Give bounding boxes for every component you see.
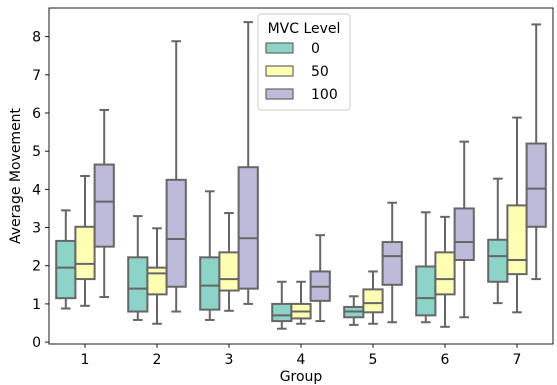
box-group-3-mvc-50 <box>218 212 240 312</box>
box <box>506 204 528 276</box>
y-tick-label: 4 <box>32 182 41 198</box>
legend-label-0: 0 <box>311 41 320 57</box>
legend-label-50: 50 <box>311 64 329 80</box>
box <box>218 251 240 292</box>
box <box>127 256 149 313</box>
legend-label-100: 100 <box>311 87 338 103</box>
legend-swatch-100 <box>265 88 294 100</box>
box <box>55 239 77 300</box>
x-tick-label: 6 <box>441 352 450 368</box>
box-group-4-mvc-0 <box>271 280 293 330</box>
legend-swatch-0 <box>265 42 294 54</box>
box-group-2-mvc-50 <box>146 227 168 325</box>
y-tick-label: 8 <box>32 30 41 46</box>
box-group-1-mvc-50 <box>74 175 96 307</box>
box <box>362 288 384 314</box>
y-axis: 0 1 2 3 4 5 6 7 8 <box>32 30 49 351</box>
x-tick-label: 7 <box>513 352 522 368</box>
box-group-2-mvc-100 <box>165 40 187 313</box>
y-tick-label: 0 <box>32 335 41 351</box>
box <box>199 256 221 311</box>
box <box>453 207 475 261</box>
x-tick-label: 2 <box>153 352 162 368</box>
box-group-4-mvc-100 <box>309 234 331 323</box>
y-tick-label: 5 <box>32 144 41 160</box>
y-tick-label: 2 <box>32 259 41 275</box>
box-group-7-mvc-100 <box>525 23 547 281</box>
box <box>165 178 187 288</box>
x-axis: 1 2 3 4 5 6 7 <box>81 344 522 368</box>
box <box>381 241 403 286</box>
legend-swatch-50 <box>265 65 294 77</box>
y-tick-label: 1 <box>32 297 41 313</box>
box <box>146 266 168 296</box>
y-tick-label: 3 <box>32 221 41 237</box>
legend-title: MVC Level <box>268 21 341 37</box>
box <box>74 225 96 281</box>
plot-frame <box>48 7 554 345</box>
box-group-4-mvc-50 <box>290 280 312 325</box>
x-axis-label: Group <box>280 369 323 385</box>
box-group-5-mvc-50 <box>362 270 384 325</box>
box <box>487 238 509 283</box>
legend-frame <box>257 13 351 111</box>
box <box>237 166 259 290</box>
box <box>434 251 456 296</box>
box-group-5-mvc-0 <box>343 295 365 326</box>
box <box>525 142 547 228</box>
box <box>271 302 293 323</box>
box-group-6-mvc-100 <box>453 140 475 319</box>
x-tick-label: 3 <box>225 352 234 368</box>
box-group-6-mvc-50 <box>434 215 456 328</box>
box-group-1-mvc-100 <box>93 108 115 299</box>
box-group-7-mvc-50 <box>506 116 528 314</box>
x-tick-label: 4 <box>297 352 306 368</box>
box <box>415 265 437 317</box>
box-group-1-mvc-0 <box>55 209 77 310</box>
box-series <box>55 21 547 330</box>
y-axis-label: Average Movement <box>8 107 24 244</box>
x-tick-label: 1 <box>81 352 90 368</box>
legend: MVC Level 0 50 100 <box>257 13 351 111</box>
box <box>93 163 115 248</box>
y-tick-label: 6 <box>32 106 41 122</box>
x-tick-label: 5 <box>369 352 378 368</box>
y-tick-label: 7 <box>32 68 41 84</box>
box-group-3-mvc-100 <box>237 21 259 305</box>
box-group-7-mvc-0 <box>487 177 509 305</box>
box-group-5-mvc-100 <box>381 201 403 324</box>
